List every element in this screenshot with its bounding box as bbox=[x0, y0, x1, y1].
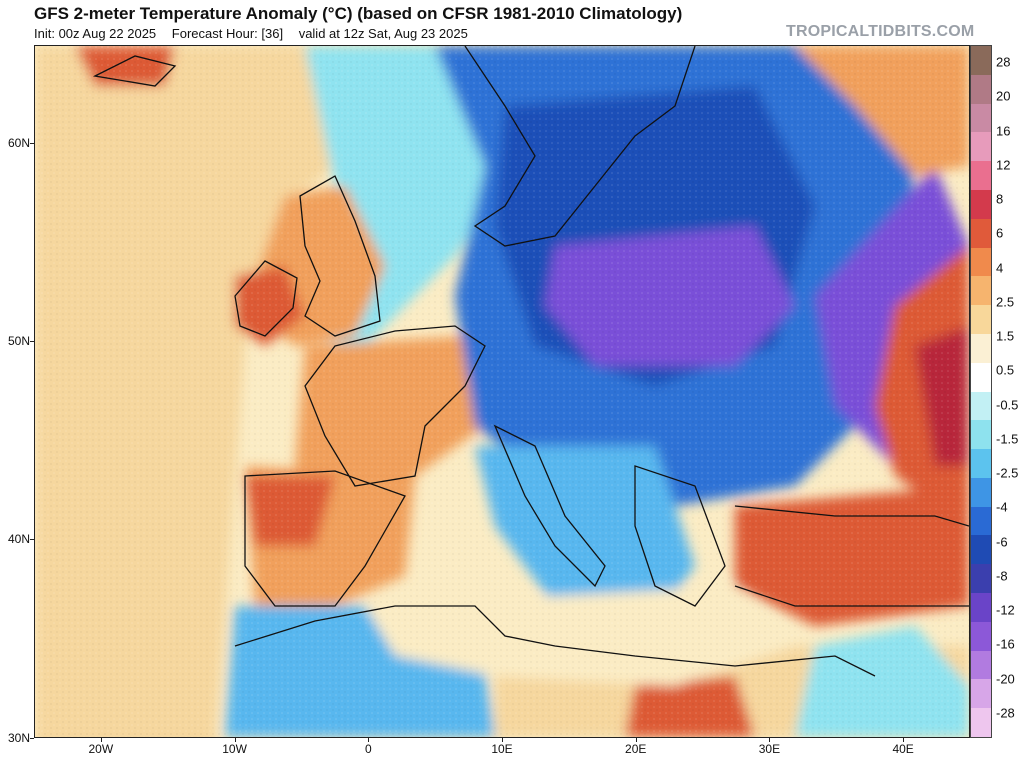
chart-subtitle: Init: 00z Aug 22 2025 Forecast Hour: [36… bbox=[34, 26, 480, 41]
colorbar-segment bbox=[971, 218, 991, 249]
colorbar-segment bbox=[971, 103, 991, 133]
colorbar-segment bbox=[971, 477, 991, 508]
latitude-tick bbox=[30, 539, 34, 540]
colorbar-tick-label: -20 bbox=[996, 671, 1015, 687]
colorbar-tick-label: -8 bbox=[996, 568, 1008, 584]
longitude-tick bbox=[903, 738, 905, 742]
colorbar-segment bbox=[971, 650, 991, 680]
colorbar-tick-label: 28 bbox=[996, 54, 1011, 70]
colorbar-segment bbox=[971, 708, 991, 738]
colorbar-tick-label: 20 bbox=[996, 88, 1011, 104]
colorbar-segment bbox=[971, 391, 991, 421]
colorbar-segment bbox=[971, 305, 991, 335]
colorbar-segment bbox=[971, 564, 991, 594]
longitude-label: 10E bbox=[491, 742, 513, 756]
ireland-coast bbox=[234, 260, 298, 337]
longitude-tick bbox=[635, 738, 637, 742]
chart-title: GFS 2-meter Temperature Anomaly (°C) (ba… bbox=[34, 4, 683, 23]
scandinavia-coast bbox=[464, 46, 696, 247]
colorbar-segment bbox=[971, 247, 991, 277]
longitude-label: 30E bbox=[758, 742, 781, 756]
latitude-tick bbox=[30, 341, 34, 342]
latitude-tick bbox=[30, 738, 34, 739]
colorbar-tick-label: 16 bbox=[996, 123, 1011, 139]
latitude-label: 30N bbox=[7, 731, 30, 745]
colorbar-segment bbox=[971, 132, 991, 162]
colorbar-tick-label: 8 bbox=[996, 191, 1004, 207]
longitude-label: 20E bbox=[625, 742, 647, 756]
longitude-tick bbox=[368, 738, 370, 742]
balkans-coast bbox=[634, 465, 726, 607]
britain-coast bbox=[299, 175, 381, 337]
longitude-label: 40E bbox=[892, 742, 914, 756]
brand-watermark: TROPICALTIDBITS.COM bbox=[786, 23, 975, 40]
colorbar-tick-label: 0.5 bbox=[996, 362, 1015, 378]
latitude-label: 40N bbox=[7, 532, 30, 546]
longitude-tick bbox=[100, 738, 102, 742]
valid-time: valid at 12z Sat, Aug 23 2025 bbox=[298, 26, 468, 41]
forecast-hour: Forecast Hour: [36] bbox=[171, 26, 284, 41]
latitude-label: 60N bbox=[7, 136, 30, 150]
colorbar-segment bbox=[971, 593, 991, 623]
longitude-label: 10W bbox=[222, 742, 247, 756]
france-coast bbox=[304, 325, 486, 487]
colorbar-segment bbox=[971, 621, 991, 652]
colorbar-tick-label: -0.5 bbox=[996, 397, 1019, 413]
colorbar-segment bbox=[971, 506, 991, 536]
colorbar-tick-label: 2.5 bbox=[996, 294, 1015, 310]
map-canvas bbox=[35, 46, 969, 737]
latitude-label: 50N bbox=[7, 334, 30, 348]
longitude-tick bbox=[769, 738, 771, 742]
iceland-coast bbox=[92, 55, 177, 87]
colorbar-tick-label: 4 bbox=[996, 260, 1004, 276]
colorbar-tick-label: -1.5 bbox=[996, 431, 1019, 447]
init-time: Init: 00z Aug 22 2025 bbox=[34, 26, 157, 41]
texture-overlay bbox=[35, 46, 969, 737]
iberia-coast bbox=[244, 470, 406, 607]
colorbar-segment bbox=[971, 276, 991, 306]
colorbar-segment bbox=[971, 449, 991, 479]
anomaly-map bbox=[34, 45, 970, 738]
colorbar-segment bbox=[971, 161, 991, 191]
north-africa-coast bbox=[234, 605, 876, 677]
colorbar-tick-label: -28 bbox=[996, 705, 1015, 721]
colorbar-segment bbox=[971, 420, 991, 450]
longitude-label: 0 bbox=[364, 742, 372, 756]
colorbar-tick-label: -16 bbox=[996, 636, 1015, 652]
colorbar-tick-label: 6 bbox=[996, 225, 1004, 241]
colorbar-tick-label: 12 bbox=[996, 157, 1011, 173]
colorbar-segment bbox=[971, 46, 991, 76]
colorbar-segment bbox=[971, 333, 991, 364]
colorbar bbox=[970, 45, 992, 738]
coastlines bbox=[92, 46, 969, 677]
colorbar-segment bbox=[971, 679, 991, 709]
colorbar-tick-label: -2.5 bbox=[996, 465, 1019, 481]
colorbar-segment bbox=[971, 362, 991, 392]
colorbar-tick-label: 1.5 bbox=[996, 328, 1015, 344]
black-sea-south-coast bbox=[734, 505, 969, 527]
colorbar-tick-label: -6 bbox=[996, 534, 1008, 550]
latitude-tick bbox=[30, 143, 34, 144]
longitude-label: 20W bbox=[88, 742, 114, 756]
colorbar-segment bbox=[971, 189, 991, 220]
turkey-south-coast bbox=[734, 585, 969, 607]
longitude-tick bbox=[502, 738, 503, 742]
longitude-tick bbox=[234, 738, 236, 742]
colorbar-tick-label: -4 bbox=[996, 499, 1008, 515]
colorbar-segment bbox=[971, 74, 991, 105]
italy-coast bbox=[493, 424, 606, 588]
colorbar-tick-label: -12 bbox=[996, 602, 1015, 618]
colorbar-segment bbox=[971, 535, 991, 565]
